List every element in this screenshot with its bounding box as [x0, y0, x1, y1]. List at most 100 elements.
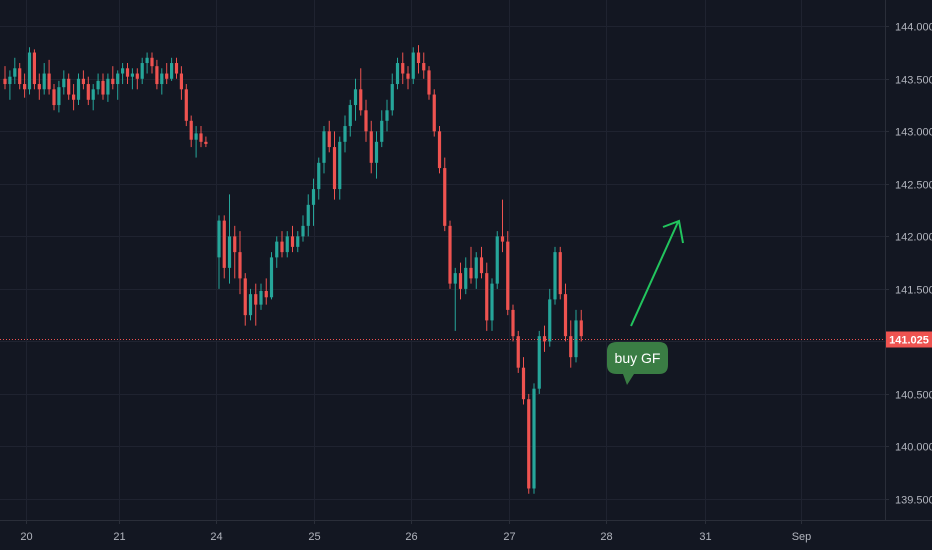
candle[interactable]: [275, 236, 279, 268]
candle[interactable]: [380, 110, 384, 148]
candle[interactable]: [248, 288, 253, 321]
candle[interactable]: [537, 330, 541, 394]
candle[interactable]: [332, 131, 337, 200]
candle[interactable]: [52, 84, 56, 111]
candle[interactable]: [96, 73, 100, 95]
candle[interactable]: [495, 231, 499, 289]
candle[interactable]: [411, 47, 415, 85]
candle[interactable]: [32, 49, 36, 90]
candle[interactable]: [290, 225, 295, 253]
candle[interactable]: [194, 126, 198, 158]
candle[interactable]: [130, 68, 134, 90]
candle[interactable]: [306, 194, 310, 237]
time-axis[interactable]: 20 21 24 25 26 27 28 31 Sep: [20, 520, 811, 543]
candle[interactable]: [437, 126, 442, 174]
candle[interactable]: [500, 199, 505, 253]
candle[interactable]: [542, 325, 547, 352]
candle[interactable]: [301, 215, 305, 242]
candle[interactable]: [125, 63, 130, 85]
candle[interactable]: [233, 225, 237, 279]
candle[interactable]: [285, 231, 289, 258]
candle[interactable]: [160, 68, 164, 95]
candle[interactable]: [395, 57, 400, 90]
candle[interactable]: [140, 57, 144, 85]
candle[interactable]: [42, 63, 46, 95]
candle[interactable]: [343, 115, 347, 153]
candle[interactable]: [569, 320, 573, 368]
candle[interactable]: [485, 262, 489, 331]
candle[interactable]: [8, 70, 12, 100]
candle[interactable]: [106, 73, 110, 102]
candle[interactable]: [443, 157, 447, 232]
candle[interactable]: [57, 80, 61, 113]
candle[interactable]: [37, 73, 41, 100]
candle[interactable]: [121, 63, 125, 85]
candle[interactable]: [217, 215, 221, 289]
candle[interactable]: [23, 73, 27, 98]
candle[interactable]: [327, 120, 331, 153]
candle[interactable]: [553, 246, 557, 305]
up-arrow-annotation[interactable]: [630, 219, 684, 327]
candle[interactable]: [67, 73, 71, 100]
candle[interactable]: [150, 52, 154, 74]
candle[interactable]: [527, 393, 531, 494]
candle[interactable]: [62, 70, 66, 95]
candle[interactable]: [238, 231, 242, 295]
candle[interactable]: [338, 136, 342, 200]
candle[interactable]: [374, 131, 379, 179]
candle[interactable]: [416, 45, 421, 74]
candle[interactable]: [453, 267, 457, 331]
candle[interactable]: [47, 59, 51, 95]
candle[interactable]: [3, 66, 7, 90]
candle[interactable]: [13, 57, 17, 85]
candle[interactable]: [189, 115, 193, 148]
candle[interactable]: [101, 73, 105, 100]
candle[interactable]: [511, 304, 515, 342]
candle[interactable]: [521, 357, 526, 405]
candle[interactable]: [222, 215, 226, 279]
candle[interactable]: [296, 231, 300, 253]
candle[interactable]: [479, 246, 484, 279]
candle[interactable]: [179, 66, 183, 100]
candle[interactable]: [506, 231, 510, 316]
candle[interactable]: [165, 63, 169, 85]
candle[interactable]: [390, 73, 394, 116]
candle[interactable]: [76, 73, 81, 106]
candle[interactable]: [579, 309, 583, 342]
candle[interactable]: [353, 78, 358, 121]
candle[interactable]: [422, 52, 426, 79]
candle[interactable]: [199, 126, 203, 148]
candle[interactable]: [311, 178, 316, 226]
candle[interactable]: [269, 252, 274, 300]
candle[interactable]: [359, 68, 363, 116]
candle[interactable]: [280, 231, 284, 258]
candle[interactable]: [322, 126, 326, 174]
candle[interactable]: [317, 157, 321, 200]
candle[interactable]: [170, 57, 174, 81]
candle[interactable]: [116, 70, 120, 100]
buy-bubble-annotation[interactable]: buy GF: [607, 342, 668, 385]
candle[interactable]: [155, 59, 159, 90]
candle[interactable]: [264, 278, 268, 305]
candle[interactable]: [469, 246, 473, 284]
candle[interactable]: [243, 273, 247, 326]
candle[interactable]: [401, 52, 405, 85]
candle[interactable]: [135, 68, 139, 90]
candle[interactable]: [348, 99, 352, 137]
candle[interactable]: [259, 283, 263, 310]
candle[interactable]: [27, 47, 32, 95]
candle[interactable]: [458, 262, 463, 300]
candle[interactable]: [464, 257, 468, 295]
candle[interactable]: [174, 57, 179, 79]
candle[interactable]: [91, 84, 95, 111]
candle[interactable]: [558, 246, 562, 300]
candle[interactable]: [227, 194, 232, 284]
candle[interactable]: [111, 66, 115, 90]
candle[interactable]: [532, 383, 536, 494]
candle[interactable]: [184, 84, 188, 127]
candle[interactable]: [474, 252, 478, 289]
candle[interactable]: [72, 84, 76, 111]
candle[interactable]: [574, 309, 578, 363]
candle[interactable]: [432, 89, 436, 137]
